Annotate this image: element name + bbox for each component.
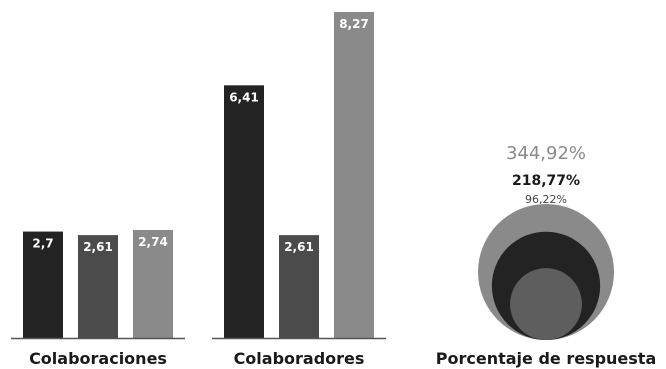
bar: [78, 235, 118, 338]
response-rate-bubbles: 344,92% 218,77% 96,22% Porcentaje de res…: [436, 143, 657, 368]
bar-groups: 2,7 2,61 2,74 Colaboraciones 6,41 2,61 8,27 Col…: [11, 12, 386, 368]
bar: [279, 235, 319, 338]
category-label: Colaboraciones: [29, 349, 167, 368]
bubble-label-outer: 344,92%: [506, 143, 586, 164]
bubble-label-inner: 96,22%: [525, 193, 567, 206]
bubble-chart-title: Porcentaje de respuesta: [436, 349, 657, 368]
bar: [224, 85, 264, 338]
bar-group-colaboraciones: 2,7 2,61 2,74 Colaboraciones: [11, 229, 185, 368]
bar-value-label: 2,74: [138, 235, 168, 249]
bubble-inner: [510, 268, 582, 341]
bar-value-label: 8,27: [339, 17, 369, 31]
bar-value-label: 2,61: [83, 240, 113, 254]
bar: [334, 12, 374, 338]
bubble-label-mid: 218,77%: [512, 173, 580, 189]
bar-value-label: 2,7: [32, 237, 53, 251]
bar: [133, 229, 173, 338]
bar-value-label: 2,61: [284, 240, 314, 254]
bar-group-colaboradores: 6,41 2,61 8,27 Colaboradores: [212, 12, 386, 368]
category-label: Colaboradores: [234, 349, 365, 368]
bar: [23, 231, 63, 338]
bar-value-label: 6,41: [229, 90, 259, 104]
